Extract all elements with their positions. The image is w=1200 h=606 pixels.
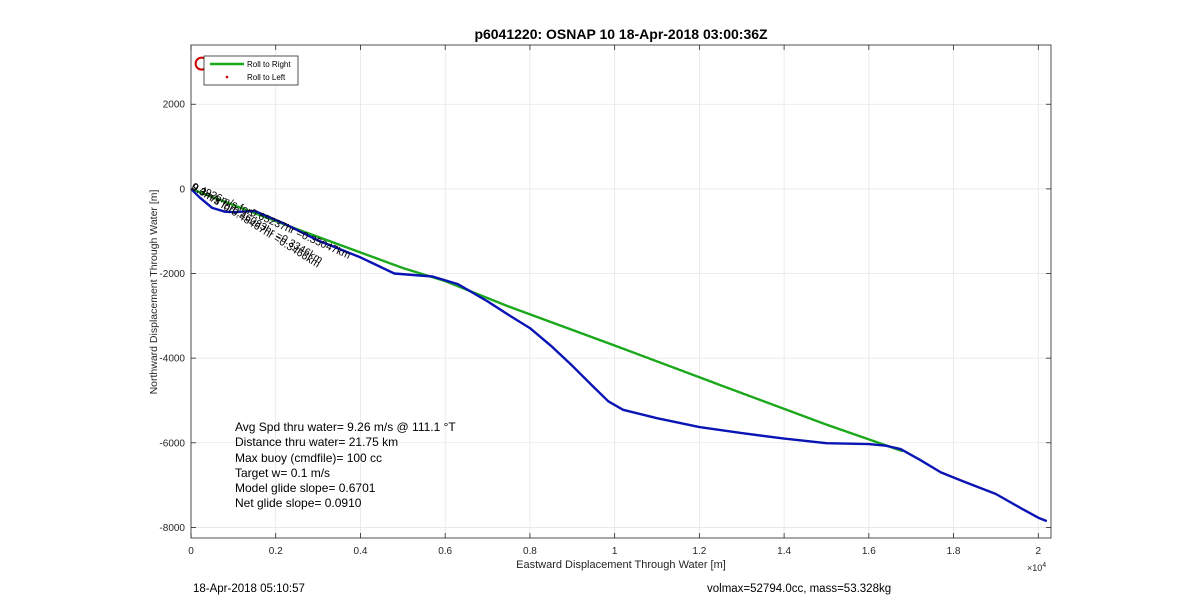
- x-tick-label: 0.4: [354, 546, 368, 557]
- stat-target-w: Target w= 0.1 m/s: [235, 465, 331, 480]
- y-tick-label: 2000: [163, 100, 186, 111]
- y-tick-label: -2000: [159, 269, 185, 280]
- x-tick-label: 1.8: [947, 546, 961, 557]
- stat-distance: Distance thru water= 21.75 km: [235, 435, 399, 450]
- stat-model-glide-slope: Model glide slope= 0.6701: [235, 481, 376, 496]
- series-line-2: [190, 188, 1048, 523]
- x-tick-label: 0.6: [438, 546, 452, 557]
- y-tick-label: -4000: [159, 354, 185, 365]
- x-tick-label: 2: [1036, 546, 1042, 557]
- y-axis-label-wrapper: Northward Displacement Through Water [m]: [146, 189, 162, 394]
- chart-title: p6041220: OSNAP 10 18-Apr-2018 03:00:36Z: [474, 26, 768, 42]
- legend-swatch-roll-left: [225, 75, 229, 79]
- x-tick-label: 1.6: [862, 546, 876, 557]
- x-exponent-label: ×104: [1027, 562, 1046, 573]
- y-tick-label: -6000: [159, 438, 185, 449]
- stat-net-glide-slope: Net glide slope= 0.0910: [235, 496, 362, 511]
- legend-label-roll-right: Roll to Right: [247, 60, 291, 69]
- x-tick-label: 0: [188, 546, 194, 557]
- series-line-0: [190, 187, 904, 453]
- x-tick-label: 1.2: [692, 546, 706, 557]
- x-tick-label: 0.8: [523, 546, 537, 557]
- footer-timestamp: 18-Apr-2018 05:10:57: [193, 583, 305, 595]
- axes-box: [190, 44, 1052, 539]
- plot-area: [191, 45, 1051, 538]
- x-axis-label: Eastward Displacement Through Water [m]: [516, 559, 726, 571]
- ticks: 0 0.2 0.4 0.6 0.8 1 1.2 1.4 1.6 1.8 2 2000 0 -2000 -40…: [159, 45, 1051, 573]
- legend: Roll to Right Roll to Left: [203, 55, 299, 86]
- legend-box: [203, 55, 299, 86]
- stat-max-buoy: Max buoy (cmdfile)= 100 cc: [235, 450, 383, 465]
- footer-volmax-mass: volmax=52794.0cc, mass=53.328kg: [707, 583, 892, 595]
- x-tick-label: 1: [612, 546, 618, 557]
- y-tick-label: 0: [179, 184, 185, 195]
- legend-label-roll-left: Roll to Left: [247, 73, 286, 82]
- grid: [190, 45, 1051, 538]
- y-tick-label: -8000: [159, 523, 185, 534]
- stats-box: Avg Spd thru water= 9.26 m/s @ 111.1 °T …: [235, 420, 456, 512]
- stat-avg-speed: Avg Spd thru water= 9.26 m/s @ 111.1 °T: [235, 420, 456, 434]
- x-tick-label: 1.4: [777, 546, 791, 557]
- x-tick-label: 0.2: [269, 546, 283, 557]
- y-axis-label: Northward Displacement Through Water [m]: [148, 189, 160, 394]
